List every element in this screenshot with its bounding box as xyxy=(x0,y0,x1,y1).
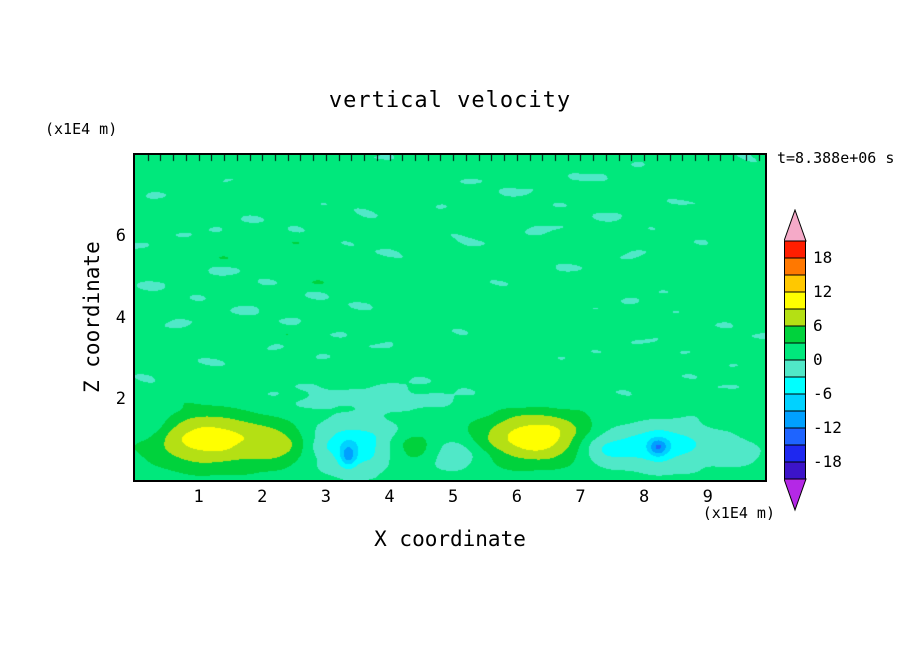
colorbar-box xyxy=(784,376,806,395)
colorbar-box xyxy=(784,291,806,310)
x-tick-label: 4 xyxy=(384,487,395,507)
colorbar-box xyxy=(784,342,806,361)
colorbar-box xyxy=(784,410,806,429)
colorbar-box xyxy=(784,461,806,480)
colorbar-tick-label: 6 xyxy=(813,316,823,335)
colorbar-tick-label: 12 xyxy=(813,282,833,301)
colorbar-over-arrow xyxy=(784,209,807,242)
y-tick-label: 6 xyxy=(115,226,126,247)
colorbar-box xyxy=(784,359,806,378)
colorbar xyxy=(784,209,807,512)
x-axis-unit-label: (x1E4 m) xyxy=(702,504,775,522)
x-tick-label: 8 xyxy=(638,487,650,507)
chart-title: vertical velocity xyxy=(328,88,572,113)
plot-frame xyxy=(133,153,767,482)
x-tick-label: 1 xyxy=(193,487,204,507)
colorbar-box xyxy=(784,393,806,412)
y-tick-label: 4 xyxy=(115,307,126,328)
y-tick-label: 2 xyxy=(115,388,126,409)
x-axis-title: X coordinate xyxy=(374,527,526,551)
colorbar-box xyxy=(784,274,806,293)
colorbar-tick-label: -12 xyxy=(813,418,842,437)
x-tick-label: 6 xyxy=(511,487,522,507)
colorbar-tick-label: -18 xyxy=(813,452,842,471)
colorbar-box xyxy=(784,257,806,276)
colorbar-box xyxy=(784,444,806,463)
x-tick-label: 3 xyxy=(320,487,332,507)
x-tick-label: 7 xyxy=(575,487,586,507)
colorbar-box xyxy=(784,240,806,259)
y-axis-unit-label: (x1E4 m) xyxy=(45,120,118,138)
x-tick-label: 2 xyxy=(257,487,268,507)
colorbar-tick-label: 0 xyxy=(813,350,823,369)
colorbar-box xyxy=(784,325,806,344)
x-tick-label: 5 xyxy=(448,487,459,507)
colorbar-tick-label: -6 xyxy=(813,384,833,403)
x-tick-label: 9 xyxy=(702,487,713,507)
contour-field-canvas xyxy=(135,155,765,480)
colorbar-tick-label: 18 xyxy=(813,248,833,267)
colorbar-under-arrow xyxy=(784,478,807,512)
time-annotation: t=8.388e+06 s xyxy=(777,149,895,167)
colorbar-box xyxy=(784,427,806,446)
colorbar-box xyxy=(784,308,806,327)
